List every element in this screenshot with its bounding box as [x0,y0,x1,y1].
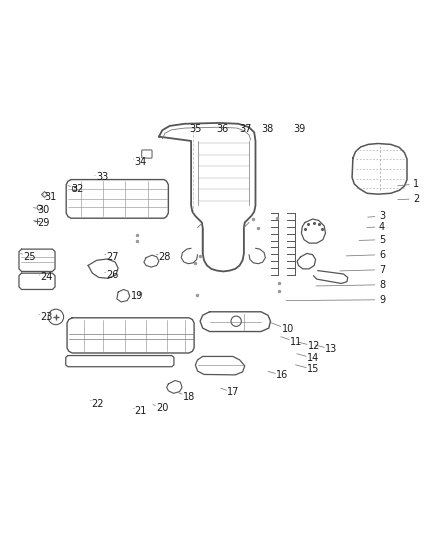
Text: 9: 9 [379,295,385,305]
Text: 19: 19 [131,292,143,301]
Text: 2: 2 [413,194,420,204]
Text: 21: 21 [135,406,147,416]
Text: 20: 20 [156,403,169,413]
Text: 26: 26 [106,270,119,280]
Text: 6: 6 [379,249,385,260]
Text: 17: 17 [227,387,240,398]
Text: 36: 36 [216,124,229,134]
Text: 32: 32 [71,184,84,194]
Text: 5: 5 [379,235,385,245]
Text: 23: 23 [40,312,53,322]
Text: 7: 7 [379,265,385,274]
Text: 8: 8 [379,280,385,290]
Text: 28: 28 [159,252,171,262]
Text: 22: 22 [92,399,104,409]
Text: 1: 1 [413,179,420,189]
Text: 11: 11 [290,337,302,347]
Text: 27: 27 [106,252,119,262]
Text: 33: 33 [96,173,108,182]
Text: 4: 4 [379,222,385,232]
Text: 39: 39 [293,124,306,134]
Text: 3: 3 [379,211,385,221]
Text: 16: 16 [276,370,289,381]
Text: 25: 25 [23,252,35,262]
Text: 18: 18 [183,392,195,402]
Text: 13: 13 [325,344,338,354]
Text: 12: 12 [308,341,321,351]
Text: 29: 29 [37,219,49,228]
Text: 30: 30 [37,206,49,215]
Text: 35: 35 [189,124,201,134]
Text: 10: 10 [282,324,294,334]
Text: 31: 31 [45,192,57,202]
Text: 15: 15 [307,364,320,374]
Text: 34: 34 [135,157,147,166]
Text: 38: 38 [261,124,273,134]
Text: 24: 24 [40,272,53,282]
Text: 37: 37 [240,124,252,134]
Text: 14: 14 [307,353,320,363]
